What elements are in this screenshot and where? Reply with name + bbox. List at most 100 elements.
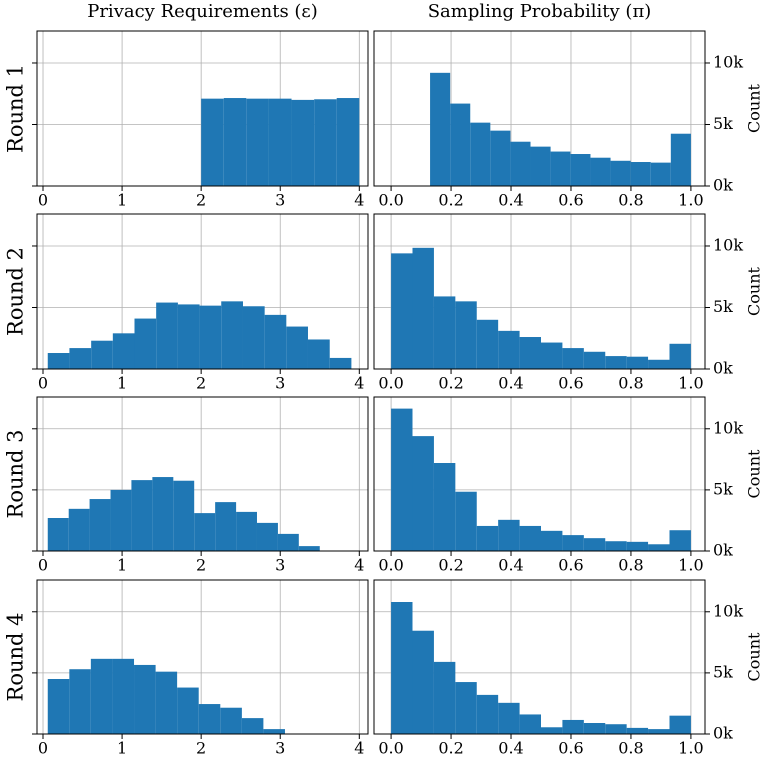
bar bbox=[412, 630, 434, 734]
x-tick-label: 0.8 bbox=[618, 191, 643, 210]
bar bbox=[241, 718, 264, 734]
bar bbox=[562, 348, 584, 369]
x-tick-label: 0.6 bbox=[558, 191, 583, 210]
bar bbox=[455, 301, 477, 369]
axes-frame bbox=[373, 213, 706, 370]
bar bbox=[215, 502, 237, 551]
bar bbox=[498, 702, 520, 734]
bar bbox=[277, 533, 299, 551]
y-tick-label: 0k bbox=[713, 541, 733, 560]
bar bbox=[519, 525, 541, 551]
bar bbox=[648, 544, 670, 551]
bar bbox=[112, 333, 135, 369]
bar bbox=[47, 518, 69, 551]
x-tick-label: 0 bbox=[38, 739, 48, 758]
y-axis-label: Count bbox=[745, 266, 764, 315]
bar bbox=[90, 658, 113, 734]
x-tick-label: 0.0 bbox=[378, 191, 403, 210]
bar bbox=[540, 727, 563, 734]
bar bbox=[562, 535, 584, 551]
bar bbox=[590, 157, 611, 186]
bar bbox=[669, 343, 691, 369]
bar bbox=[455, 491, 477, 551]
bar bbox=[264, 314, 287, 369]
bar bbox=[156, 302, 178, 369]
y-tick-label: 10k bbox=[713, 601, 743, 620]
bar bbox=[173, 480, 195, 551]
bar bbox=[450, 103, 471, 186]
y-tick-label: 5k bbox=[713, 662, 733, 681]
bar bbox=[626, 727, 649, 734]
x-tick-label: 0.8 bbox=[618, 739, 643, 758]
y-tick-label: 10k bbox=[713, 235, 743, 254]
bar bbox=[134, 664, 156, 734]
bar bbox=[69, 669, 91, 734]
bar bbox=[201, 98, 224, 186]
y-axis-label: Count bbox=[745, 83, 764, 132]
axes-frame bbox=[36, 579, 369, 735]
x-tick-label: 2 bbox=[196, 191, 206, 210]
bar bbox=[412, 436, 434, 551]
x-tick-label: 2 bbox=[196, 739, 206, 758]
bar bbox=[89, 499, 111, 551]
bar bbox=[177, 687, 199, 734]
x-tick-label: 0.4 bbox=[498, 739, 523, 758]
bar bbox=[47, 353, 70, 369]
axes-frame bbox=[373, 396, 706, 552]
bar bbox=[540, 342, 563, 369]
x-tick-label: 1.0 bbox=[678, 191, 703, 210]
bar bbox=[562, 719, 584, 734]
bar bbox=[490, 130, 511, 186]
y-tick-label: 5k bbox=[713, 297, 733, 316]
bar bbox=[433, 463, 456, 551]
bar bbox=[329, 357, 352, 369]
bar bbox=[610, 160, 631, 186]
x-tick-label: 0.2 bbox=[438, 374, 463, 393]
x-tick-label: 0.0 bbox=[378, 374, 403, 393]
axes-frame bbox=[36, 30, 369, 187]
row-label: Round 3 bbox=[4, 430, 28, 519]
axes-frame bbox=[36, 396, 369, 552]
bar bbox=[256, 522, 278, 551]
x-tick-label: 0.4 bbox=[498, 191, 523, 210]
x-tick-label: 3 bbox=[275, 739, 285, 758]
bar bbox=[669, 530, 691, 551]
bar bbox=[550, 151, 571, 186]
bar bbox=[134, 318, 157, 369]
y-tick-label: 0k bbox=[713, 724, 733, 743]
bar bbox=[152, 477, 174, 551]
bar bbox=[476, 319, 499, 369]
bar bbox=[220, 707, 242, 734]
x-tick-label: 0.2 bbox=[438, 191, 463, 210]
y-tick-label: 10k bbox=[713, 52, 743, 71]
x-tick-label: 4 bbox=[354, 556, 364, 575]
x-tick-label: 0 bbox=[38, 191, 48, 210]
x-tick-label: 2 bbox=[196, 556, 206, 575]
bar bbox=[194, 513, 216, 551]
bar bbox=[510, 141, 531, 186]
bar bbox=[630, 162, 651, 186]
row-label: Round 1 bbox=[4, 64, 28, 153]
bar bbox=[314, 99, 337, 186]
bar bbox=[236, 511, 257, 551]
bar bbox=[530, 146, 551, 186]
bar bbox=[198, 704, 221, 734]
bar bbox=[626, 356, 649, 369]
x-tick-label: 4 bbox=[354, 191, 364, 210]
axes-frame bbox=[36, 213, 369, 370]
x-tick-label: 0.8 bbox=[618, 374, 643, 393]
x-tick-label: 1.0 bbox=[678, 556, 703, 575]
y-tick-label: 0k bbox=[713, 176, 733, 195]
x-tick-label: 3 bbox=[275, 374, 285, 393]
axes-frame bbox=[373, 579, 706, 735]
bar bbox=[498, 519, 520, 551]
axes-frame bbox=[373, 30, 706, 187]
y-tick-label: 10k bbox=[713, 418, 743, 437]
bar bbox=[221, 301, 243, 369]
bar bbox=[263, 729, 285, 734]
bar bbox=[650, 162, 671, 186]
bar bbox=[131, 480, 153, 551]
bar bbox=[298, 546, 320, 551]
x-tick-label: 0.0 bbox=[378, 739, 403, 758]
